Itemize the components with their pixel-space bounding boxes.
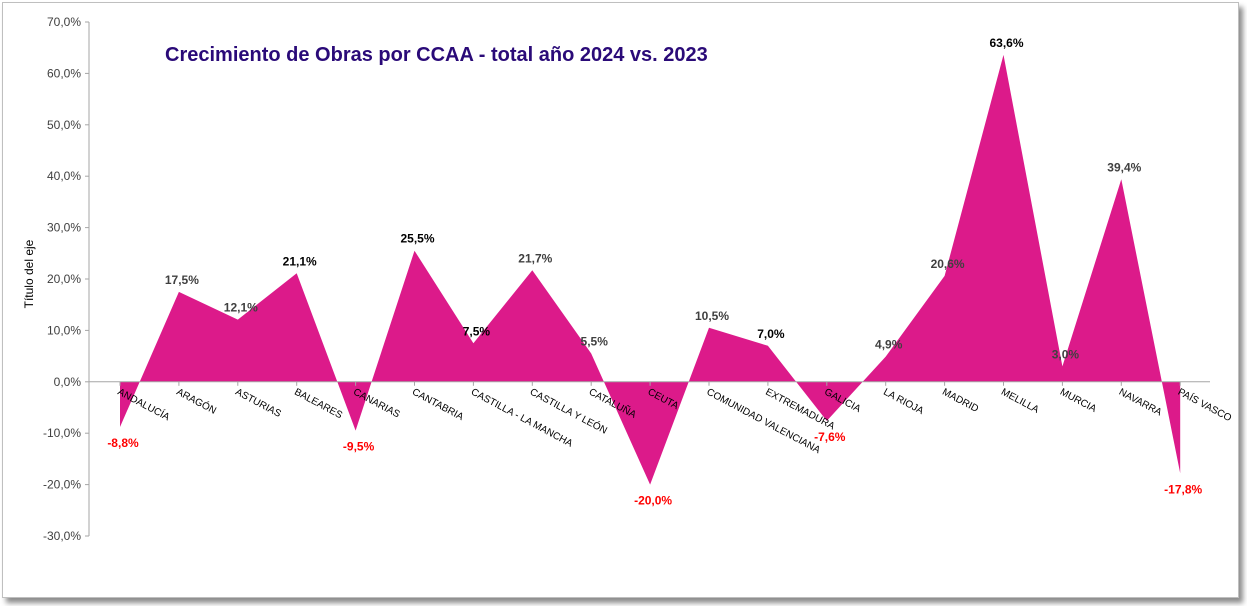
- y-tick-label: -20,0%: [43, 478, 81, 492]
- category-label: MELILLA: [999, 387, 1041, 416]
- data-label: 5,5%: [581, 335, 609, 349]
- data-label: 25,5%: [400, 232, 434, 246]
- data-label: 39,4%: [1107, 160, 1141, 174]
- data-label: 21,7%: [518, 251, 552, 265]
- y-tick-label: 0,0%: [54, 375, 82, 389]
- category-label: MURCIA: [1058, 387, 1098, 415]
- data-label: 20,6%: [931, 257, 965, 271]
- category-label: NAVARRA: [1117, 387, 1164, 419]
- chart-title: Crecimiento de Obras por CCAA - total añ…: [165, 44, 708, 66]
- category-label: ASTURIAS: [233, 387, 283, 420]
- data-label: 3,0%: [1052, 347, 1080, 361]
- category-label: LA RIOJA: [881, 387, 925, 417]
- category-label: CASTILLA - LA MANCHA: [469, 387, 575, 450]
- data-label: 12,1%: [224, 301, 258, 315]
- y-tick-label: 10,0%: [47, 323, 81, 337]
- category-label: COMUNIDAD VALENCIANA: [705, 387, 823, 457]
- data-label: 21,1%: [283, 254, 317, 268]
- y-tick-label: 30,0%: [47, 221, 81, 235]
- data-label: -8,8%: [107, 436, 139, 450]
- data-label: 4,9%: [875, 338, 903, 352]
- y-tick-label: 50,0%: [47, 118, 81, 132]
- y-tick-label: -30,0%: [43, 529, 81, 543]
- data-label: -20,0%: [634, 494, 672, 508]
- y-tick-label: 60,0%: [47, 66, 81, 80]
- data-label: 7,0%: [757, 327, 785, 341]
- category-label: BALEARES: [292, 387, 344, 422]
- area-series: [120, 54, 1181, 485]
- data-label: -7,6%: [814, 430, 846, 444]
- y-tick-label: 40,0%: [47, 169, 81, 183]
- category-label: PAÍS VASCO: [1176, 385, 1234, 424]
- data-label: -9,5%: [343, 440, 375, 454]
- data-label: 17,5%: [165, 273, 199, 287]
- data-label: -17,8%: [1164, 482, 1202, 496]
- data-label: 7,5%: [463, 324, 491, 338]
- y-tick-label: 70,0%: [47, 15, 81, 29]
- y-axis-title: Título del eje: [22, 239, 36, 308]
- y-tick-label: 20,0%: [47, 272, 81, 286]
- y-tick-label: -10,0%: [43, 426, 81, 440]
- category-label: ARAGÓN: [174, 385, 218, 417]
- category-label: MADRID: [940, 387, 980, 415]
- data-label: 63,6%: [989, 36, 1023, 50]
- data-label: 10,5%: [695, 309, 729, 323]
- category-label: CANTABRIA: [410, 387, 465, 423]
